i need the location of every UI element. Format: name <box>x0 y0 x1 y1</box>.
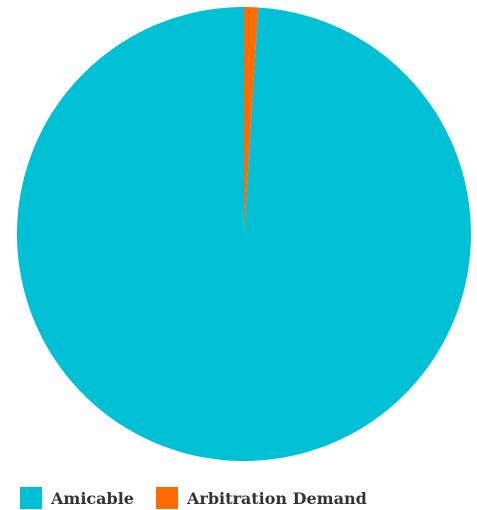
legend-swatch-arbitration-demand <box>155 487 178 509</box>
legend: Amicable Arbitration Demand <box>20 487 389 509</box>
pie-chart <box>16 6 471 461</box>
pie-slice-arbitration-demand[interactable] <box>244 7 259 234</box>
legend-label-amicable: Amicable <box>51 488 134 508</box>
legend-label-arbitration-demand: Arbitration Demand <box>186 488 367 508</box>
legend-item-arbitration-demand[interactable]: Arbitration Demand <box>155 487 367 509</box>
legend-swatch-amicable <box>20 487 42 509</box>
pie-slice-amicable[interactable] <box>16 6 471 461</box>
legend-item-amicable[interactable]: Amicable <box>20 487 134 509</box>
